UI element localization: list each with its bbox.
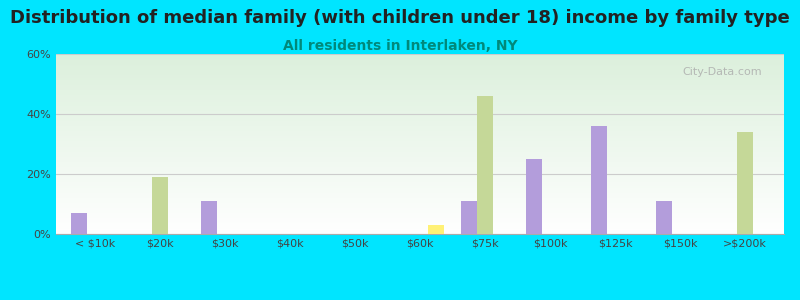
Bar bbox=[590, 126, 607, 234]
Bar bbox=[526, 159, 542, 234]
Bar bbox=[152, 177, 168, 234]
Text: City-Data.com: City-Data.com bbox=[682, 67, 762, 76]
Bar bbox=[737, 132, 753, 234]
Bar bbox=[428, 225, 444, 234]
Bar bbox=[656, 201, 672, 234]
Bar bbox=[201, 201, 217, 234]
Bar bbox=[70, 213, 87, 234]
Text: Distribution of median family (with children under 18) income by family type: Distribution of median family (with chil… bbox=[10, 9, 790, 27]
Bar bbox=[461, 201, 477, 234]
Text: All residents in Interlaken, NY: All residents in Interlaken, NY bbox=[282, 39, 518, 53]
Bar bbox=[477, 96, 493, 234]
